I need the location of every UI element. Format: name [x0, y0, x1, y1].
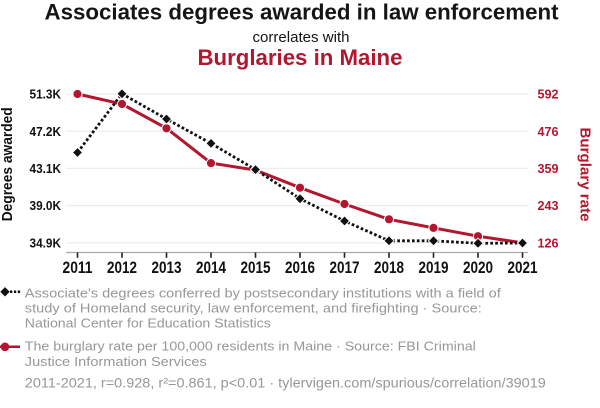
svg-text:Associates degrees awarded in: Associates degrees awarded in law enforc…: [45, 0, 560, 25]
svg-text:126: 126: [538, 235, 559, 250]
svg-text:2020: 2020: [463, 259, 493, 277]
svg-text:34.9K: 34.9K: [30, 235, 62, 250]
svg-text:study of Homeland security, la: study of Homeland security, law enforcem…: [25, 301, 482, 316]
svg-text:Associate's degrees conferred: Associate's degrees conferred by postsec…: [25, 286, 501, 301]
svg-text:2018: 2018: [374, 259, 404, 277]
svg-text:2021: 2021: [508, 259, 538, 277]
svg-text:2015: 2015: [241, 259, 271, 277]
svg-text:2016: 2016: [285, 259, 315, 277]
svg-text:47.2K: 47.2K: [30, 124, 62, 139]
svg-text:2011: 2011: [63, 259, 93, 277]
svg-text:2017: 2017: [330, 259, 360, 277]
svg-text:2013: 2013: [152, 259, 182, 277]
svg-text:43.1K: 43.1K: [30, 161, 62, 176]
svg-text:243: 243: [538, 198, 559, 213]
svg-text:359: 359: [538, 161, 559, 176]
svg-text:National Center for Education: National Center for Education Statistics: [25, 316, 272, 331]
svg-text:Degrees awarded: Degrees awarded: [0, 107, 16, 221]
svg-text:592: 592: [538, 87, 559, 102]
svg-text:Burglary rate: Burglary rate: [577, 128, 593, 222]
svg-text:2011-2021, r=0.928, r²=0.861,: 2011-2021, r=0.928, r²=0.861, p<0.01 · t…: [25, 375, 546, 391]
svg-text:39.0K: 39.0K: [30, 198, 62, 213]
svg-text:correlates with: correlates with: [253, 29, 350, 46]
svg-text:2012: 2012: [107, 259, 137, 277]
svg-text:Burglaries in Maine: Burglaries in Maine: [198, 45, 403, 70]
svg-text:476: 476: [538, 124, 559, 139]
svg-text:The burglary rate per 100,000: The burglary rate per 100,000 residents …: [25, 339, 476, 354]
svg-text:2014: 2014: [196, 259, 226, 277]
svg-text:51.3K: 51.3K: [30, 87, 62, 102]
svg-text:Justice Information Services: Justice Information Services: [25, 354, 208, 369]
svg-text:2019: 2019: [419, 259, 449, 277]
